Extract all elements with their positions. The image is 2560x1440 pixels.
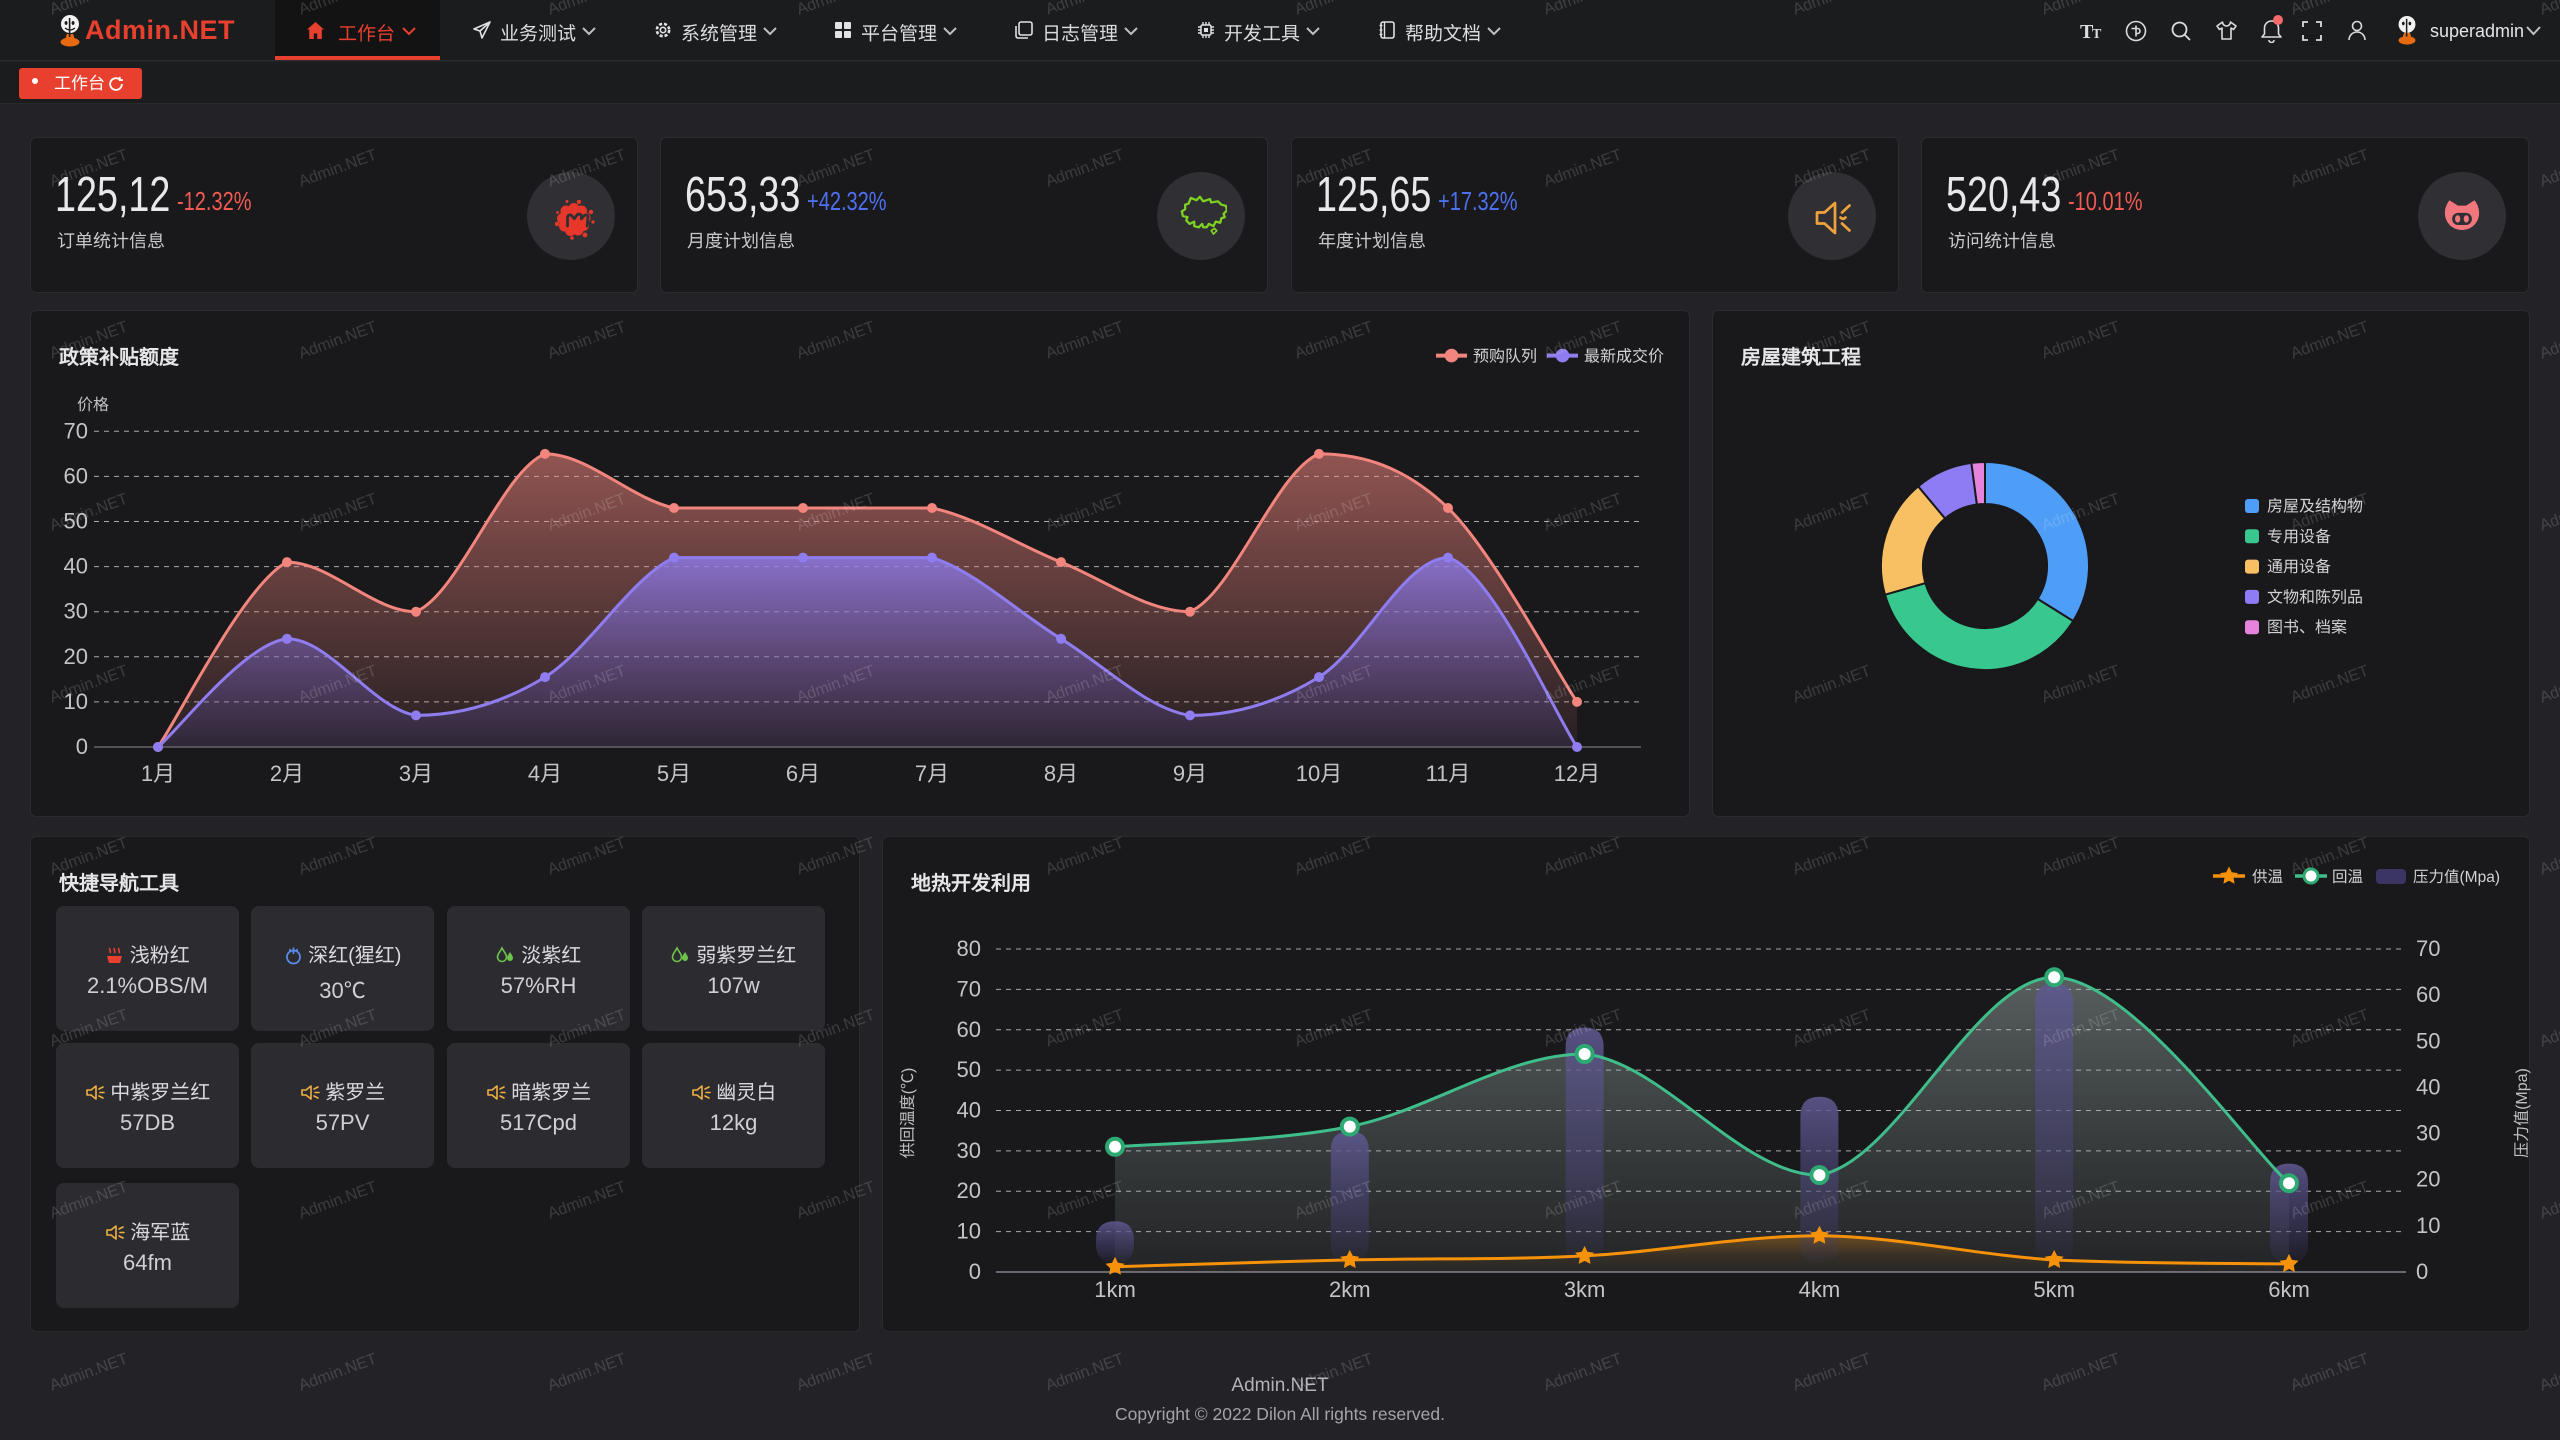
svg-text:压力值(Mpa): 压力值(Mpa) (2513, 1068, 2531, 1158)
svg-text:30: 30 (64, 599, 88, 624)
svg-text:9月: 9月 (1173, 761, 1207, 786)
svg-text:最新成交价: 最新成交价 (1584, 348, 1664, 366)
svg-text:4月: 4月 (528, 761, 562, 786)
svg-text:50: 50 (957, 1057, 981, 1082)
svg-text:60: 60 (64, 463, 88, 488)
svg-text:回温: 回温 (2332, 869, 2363, 886)
svg-text:20: 20 (64, 644, 88, 669)
svg-text:供温: 供温 (2252, 869, 2283, 886)
svg-text:2km: 2km (1329, 1277, 1371, 1302)
svg-text:12月: 12月 (1554, 761, 1600, 786)
svg-text:价格: 价格 (77, 396, 109, 414)
svg-text:5km: 5km (2033, 1277, 2075, 1302)
svg-text:1月: 1月 (141, 761, 175, 786)
svg-text:80: 80 (957, 936, 981, 961)
svg-text:70: 70 (2416, 936, 2440, 961)
svg-text:50: 50 (2416, 1028, 2440, 1053)
svg-text:10: 10 (64, 689, 88, 714)
svg-text:专用设备: 专用设备 (2267, 528, 2331, 546)
svg-text:6月: 6月 (786, 761, 820, 786)
svg-text:2月: 2月 (270, 761, 304, 786)
svg-text:预购队列: 预购队列 (1473, 348, 1537, 366)
svg-text:11月: 11月 (1426, 761, 1471, 786)
svg-text:0: 0 (2416, 1259, 2428, 1284)
svg-text:40: 40 (957, 1098, 981, 1123)
svg-text:5月: 5月 (657, 761, 691, 786)
svg-text:30: 30 (957, 1138, 981, 1163)
svg-text:3km: 3km (1564, 1277, 1606, 1302)
svg-text:4km: 4km (1799, 1277, 1841, 1302)
svg-text:30: 30 (2416, 1121, 2440, 1146)
svg-text:7月: 7月 (915, 761, 949, 786)
svg-text:60: 60 (2416, 982, 2440, 1007)
svg-text:60: 60 (957, 1017, 981, 1042)
svg-text:50: 50 (64, 509, 88, 534)
svg-text:8月: 8月 (1044, 761, 1078, 786)
svg-text:70: 70 (64, 418, 88, 443)
svg-text:文物和陈列品: 文物和陈列品 (2267, 588, 2363, 606)
svg-text:供回温度(℃): 供回温度(℃) (899, 1068, 917, 1159)
svg-text:房屋及结构物: 房屋及结构物 (2267, 498, 2363, 516)
svg-text:6km: 6km (2268, 1277, 2310, 1302)
svg-text:10: 10 (957, 1219, 981, 1244)
svg-text:40: 40 (64, 554, 88, 579)
svg-text:压力值(Mpa): 压力值(Mpa) (2413, 868, 2500, 886)
svg-text:10: 10 (2416, 1213, 2440, 1238)
svg-text:0: 0 (76, 734, 88, 759)
svg-text:通用设备: 通用设备 (2267, 558, 2331, 576)
svg-text:3月: 3月 (399, 761, 433, 786)
svg-text:0: 0 (969, 1259, 981, 1284)
svg-text:40: 40 (2416, 1074, 2440, 1099)
svg-text:20: 20 (957, 1178, 981, 1203)
svg-text:10月: 10月 (1296, 761, 1342, 786)
svg-text:图书、档案: 图书、档案 (2267, 619, 2347, 637)
svg-text:20: 20 (2416, 1167, 2440, 1192)
svg-text:1km: 1km (1094, 1277, 1136, 1302)
svg-text:70: 70 (957, 976, 981, 1001)
svg-text:T: T (2092, 27, 2102, 41)
